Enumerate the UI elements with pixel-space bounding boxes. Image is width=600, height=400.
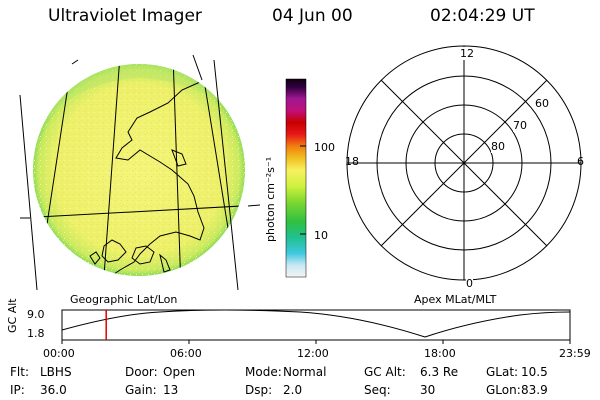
mlat-label-70: 70	[513, 119, 527, 132]
date-label: 04 Jun 00	[272, 6, 353, 26]
mlt-label-0: 0	[466, 277, 473, 290]
info-value: 6.3 Re	[420, 365, 459, 379]
colorbar-tick-100: 100	[314, 141, 335, 154]
mlt-label-18: 18	[345, 155, 359, 168]
mlt-label-12: 12	[459, 47, 475, 60]
colorbar-unit-label: photon cm⁻²s⁻¹	[264, 156, 277, 242]
mlat-label-60: 60	[535, 97, 549, 110]
polar-plot-caption: Apex MLat/MLT	[414, 293, 497, 306]
coastlines	[89, 64, 239, 276]
info-label: Mode:	[245, 365, 282, 379]
info-value: 30	[420, 383, 436, 397]
time-label: 02:04:29 UT	[430, 6, 535, 26]
timeline-ytick-low: 1.8	[27, 327, 45, 340]
mlt-label-6: 6	[577, 155, 584, 168]
info-value: 83.9	[521, 383, 548, 397]
colorbar-tick-10: 10	[314, 229, 328, 242]
info-value: 10.5	[521, 365, 548, 379]
info-label: Flt:	[10, 365, 29, 379]
timeline-xtick-1200: 12:00	[297, 347, 329, 360]
info-label: Gain:	[125, 383, 157, 397]
info-value: 2.0	[283, 383, 303, 397]
mlat-label-80: 80	[491, 140, 505, 153]
colorbar	[285, 78, 307, 278]
image-panel-caption: Geographic Lat/Lon	[70, 293, 178, 306]
timeline-ytick-high: 9.0	[27, 308, 45, 321]
info-label: GLat:	[486, 365, 519, 379]
timeline-xtick-0000: 00:00	[43, 347, 75, 360]
info-label: Seq:	[364, 383, 391, 397]
info-label: GC Alt:	[364, 365, 406, 379]
timeline-plot	[61, 309, 571, 344]
info-label: GLon:	[486, 383, 521, 397]
app-title: Ultraviolet Imager	[48, 6, 202, 26]
info-value: Open	[163, 365, 196, 379]
info-label: Dsp:	[245, 383, 273, 397]
timeline-xtick-0600: 06:00	[170, 347, 202, 360]
info-label: IP:	[10, 383, 25, 397]
polar-plot	[346, 45, 582, 281]
timeline-xtick-1800: 18:00	[424, 347, 456, 360]
info-value: LBHS	[40, 365, 72, 379]
info-value: 13	[163, 383, 179, 397]
info-value: Normal	[283, 365, 327, 379]
timeline-ylabel: GC Alt	[6, 298, 19, 333]
info-label: Door:	[125, 365, 158, 379]
timeline-xtick-2359: 23:59	[559, 347, 591, 360]
info-value: 36.0	[40, 383, 67, 397]
